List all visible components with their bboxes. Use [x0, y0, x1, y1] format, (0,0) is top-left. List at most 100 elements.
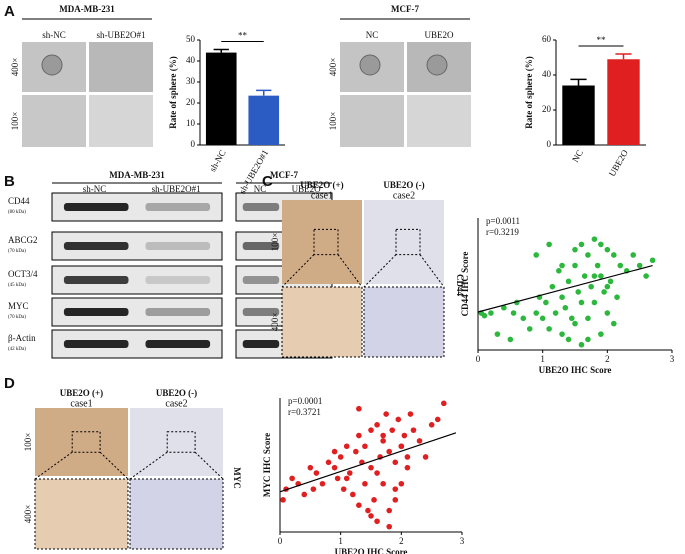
marker-label: CD44 [455, 274, 465, 296]
x-tick-label: UBE2O [607, 148, 630, 179]
row-label: 100× [10, 112, 20, 131]
point [343, 443, 350, 450]
y-tick-label: 10 [186, 118, 196, 128]
point [581, 273, 588, 279]
zoom-line [419, 254, 445, 288]
point [374, 470, 380, 476]
panel-letter: C [262, 173, 273, 190]
point [389, 427, 396, 433]
point [494, 331, 501, 337]
point [520, 315, 527, 322]
band [242, 203, 280, 211]
cell-image [89, 95, 153, 147]
point [441, 400, 447, 407]
point [383, 411, 389, 417]
y-tick-label: 50 [186, 34, 196, 44]
column-label: UBE2O [292, 184, 322, 194]
zoom-box [395, 228, 421, 256]
point [434, 416, 441, 423]
column-label: UBE2O (-) [156, 388, 197, 398]
point [507, 336, 514, 343]
point [559, 331, 565, 337]
point [501, 304, 507, 311]
point [546, 241, 552, 248]
point [365, 507, 371, 514]
column-label: sh-UBE2O#1 [152, 184, 201, 194]
x-tick-label: 3 [670, 354, 675, 364]
point [552, 310, 559, 316]
band [145, 242, 211, 250]
x-tick-label: 0 [476, 354, 481, 364]
point [404, 454, 411, 460]
band [145, 203, 211, 211]
point [556, 268, 562, 274]
point [337, 454, 344, 460]
panel-letter: B [4, 173, 15, 190]
point [331, 464, 338, 471]
point [614, 294, 620, 301]
y-tick-label: 40 [542, 69, 552, 79]
x-axis-label: UBE2O IHC Score [539, 365, 612, 375]
y-axis-label: MYC IHC Score [262, 433, 272, 497]
point [407, 411, 414, 417]
protein-label: MYC [8, 301, 29, 311]
group-title: MCF-7 [270, 170, 298, 180]
point [604, 310, 611, 316]
protein-size: (80 kDa) [8, 210, 26, 215]
band [63, 242, 129, 250]
case-label: case1 [70, 398, 92, 409]
point [371, 497, 377, 503]
point [404, 464, 411, 471]
point [310, 486, 317, 492]
point [598, 241, 604, 248]
column-label: NC [254, 184, 267, 194]
point [598, 331, 604, 337]
protein-label: ABCG2 [8, 235, 38, 245]
row-label: 400× [270, 313, 280, 332]
band [145, 308, 211, 316]
point [591, 236, 598, 242]
point [319, 480, 326, 487]
point [280, 497, 286, 503]
band [63, 340, 129, 348]
point [401, 432, 408, 439]
point [604, 246, 611, 253]
point [601, 289, 607, 295]
band [63, 203, 129, 211]
cell-image [22, 95, 86, 147]
significance: ** [238, 31, 248, 41]
band [242, 242, 280, 250]
point [392, 486, 399, 492]
x-tick-label: sh-NC [207, 148, 227, 173]
error-bar [256, 89, 272, 96]
band [63, 276, 129, 284]
point [588, 283, 594, 290]
row-label: 400× [10, 58, 20, 77]
point [488, 310, 494, 316]
point [362, 480, 368, 487]
column-label: UBE2O (+) [300, 180, 343, 190]
point [386, 523, 393, 530]
cell-image [340, 95, 404, 147]
x-tick-label: 0 [278, 536, 283, 546]
point [543, 299, 549, 306]
point [549, 283, 556, 290]
point [416, 438, 423, 444]
stat-annotation: r=0.3721 [288, 407, 321, 417]
protein-label: OCT3/4 [8, 269, 38, 279]
protein-label: β-Actin [8, 333, 36, 343]
y-axis-label: CD44 IHC Score [460, 252, 470, 317]
point [334, 475, 341, 482]
point [565, 336, 572, 343]
point [386, 507, 393, 514]
x-tick-label: 1 [338, 536, 343, 546]
column-label: sh-NC [42, 30, 66, 40]
ihc-zoom [363, 286, 445, 358]
point [594, 262, 601, 269]
case-label: case1 [311, 190, 333, 201]
group-title: MDA-MB-231 [59, 4, 115, 14]
ihc-zoom [281, 286, 363, 358]
point [575, 289, 582, 295]
zoom-line [337, 254, 363, 288]
point [428, 422, 435, 428]
